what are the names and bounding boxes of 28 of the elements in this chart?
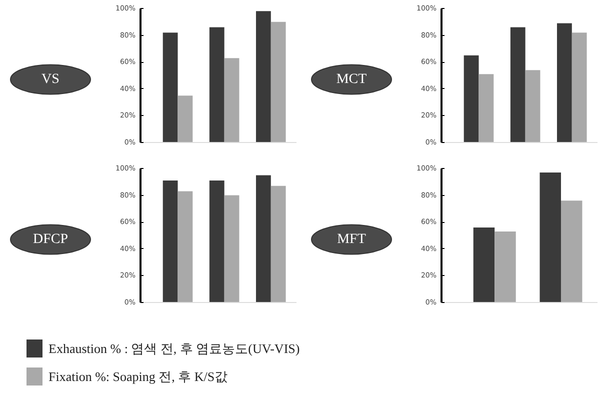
bar — [525, 70, 540, 142]
bar — [209, 180, 224, 302]
text: DFCP — [32, 232, 68, 248]
bar — [224, 195, 240, 302]
bar — [209, 27, 224, 142]
bar — [256, 11, 271, 142]
bar — [572, 32, 587, 142]
legend-label: Fixation %: Soaping 전, 후 K/S값 — [48, 369, 228, 384]
bar — [556, 23, 572, 142]
bar — [178, 191, 193, 302]
bar — [270, 186, 286, 302]
bar — [510, 27, 526, 142]
bar — [473, 227, 495, 302]
bar — [178, 96, 193, 142]
bar — [256, 175, 271, 302]
bar — [162, 32, 178, 142]
text: MCT — [336, 72, 368, 88]
bar — [464, 55, 479, 142]
bar — [224, 58, 240, 142]
bar — [478, 74, 494, 142]
bar — [494, 231, 516, 302]
text: MFT — [337, 232, 366, 248]
bar — [162, 180, 178, 302]
legend-label: Exhaustion % : 염색 전, 후 염료농도(UV-VIS) — [48, 341, 300, 356]
bar — [560, 200, 582, 302]
bar — [540, 172, 561, 302]
text: VS — [42, 72, 60, 88]
bar — [270, 22, 286, 142]
